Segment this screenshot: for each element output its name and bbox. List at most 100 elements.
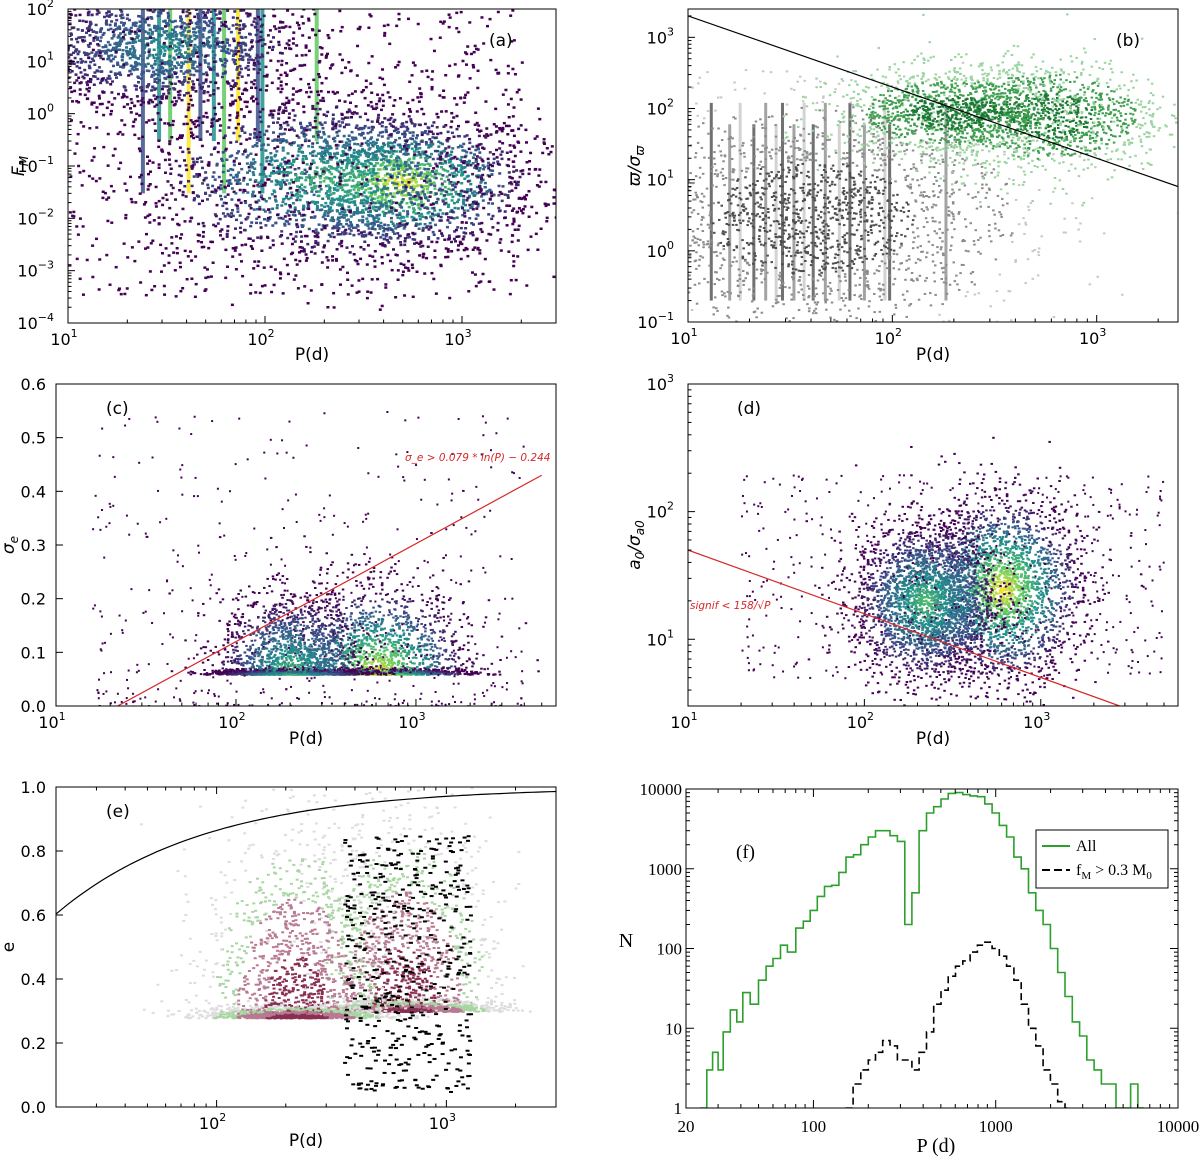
density-cell (92, 39, 96, 42)
density-cell (84, 20, 88, 24)
density-cell (276, 164, 280, 168)
density-cell (390, 141, 394, 145)
density-cell (545, 220, 549, 223)
density-cell (525, 141, 528, 144)
density-cell (175, 33, 179, 36)
density-cell (325, 224, 329, 227)
density-cell (60, 120, 63, 123)
density-cell (468, 77, 472, 80)
density-cell (109, 83, 113, 86)
density-cell (414, 141, 418, 144)
density-cell (478, 151, 482, 154)
density-cell (403, 132, 407, 136)
density-cell (194, 90, 198, 93)
density-cell (194, 48, 197, 52)
density-cell (129, 26, 133, 30)
density-cell (408, 166, 412, 170)
density-cell (262, 208, 266, 211)
density-cell (415, 134, 419, 137)
density-cell (384, 155, 388, 158)
density-cell (209, 10, 213, 13)
density-cell (464, 161, 467, 165)
density-cell (311, 145, 314, 149)
density-cell (117, 34, 121, 37)
density-cell (204, 288, 208, 291)
density-cell (250, 2, 253, 5)
density-cell (259, 221, 263, 225)
density-cell (416, 193, 420, 196)
density-cell (538, 168, 542, 171)
density-cell (324, 146, 328, 150)
density-cell (480, 158, 484, 161)
density-cell (450, 199, 454, 202)
density-cell (441, 168, 445, 171)
density-cell (503, 210, 507, 213)
density-cell (426, 191, 430, 194)
density-cell (361, 209, 365, 212)
density-cell (228, 179, 232, 182)
density-cell (338, 242, 342, 246)
density-cell (335, 189, 339, 192)
density-cell (473, 193, 477, 196)
density-cell (380, 147, 384, 151)
density-cell (134, 24, 138, 28)
density-cell (365, 201, 369, 205)
density-cell (421, 253, 425, 256)
density-cell (202, 28, 206, 31)
density-cell (133, 118, 137, 121)
density-cell (268, 246, 272, 249)
density-cell (455, 157, 459, 161)
density-cell (121, 52, 125, 56)
density-cell (321, 197, 325, 200)
density-cell (312, 245, 316, 248)
density-cell (328, 155, 332, 159)
density-cell (312, 193, 316, 197)
density-cell (264, 3, 267, 5)
density-cell (248, 32, 251, 36)
density-cell (250, 86, 253, 89)
density-cell (430, 124, 434, 128)
density-cell (498, 147, 502, 150)
density-cell (263, 167, 267, 171)
density-cell (266, 216, 270, 220)
density-cell (446, 225, 449, 229)
density-cell (300, 131, 304, 134)
density-cell (392, 129, 396, 133)
density-cell (210, 124, 214, 127)
density-cell (328, 67, 332, 70)
density-cell (327, 169, 331, 172)
density-cell (270, 180, 274, 183)
density-cell (512, 220, 516, 223)
density-cell (119, 9, 123, 11)
density-cell (330, 156, 334, 159)
density-cell (146, 62, 150, 66)
density-cell (407, 233, 411, 236)
density-cell (78, 171, 82, 174)
density-cell (464, 203, 468, 207)
density-cell (135, 5, 138, 8)
density-cell (88, 126, 92, 130)
density-cell (299, 77, 303, 81)
density-cell (366, 143, 370, 146)
density-cell (396, 225, 400, 229)
density-cell (150, 40, 154, 43)
density-cell (361, 162, 365, 166)
density-cell (329, 165, 333, 169)
density-cell (575, 268, 578, 271)
density-cell (511, 115, 515, 118)
density-cell (440, 166, 443, 169)
density-cell (256, 71, 260, 75)
density-cell (272, 170, 276, 173)
density-cell (542, 141, 546, 144)
density-cell (411, 266, 415, 270)
density-cell (123, 182, 127, 185)
density-cell (30, 241, 33, 244)
density-cell (191, 121, 195, 124)
density-cell (52, 28, 55, 31)
density-cell (421, 151, 425, 154)
density-cell (465, 151, 469, 154)
density-cell (313, 116, 317, 119)
density-cell (327, 190, 331, 193)
density-cell (342, 134, 346, 138)
density-cell (458, 144, 462, 148)
